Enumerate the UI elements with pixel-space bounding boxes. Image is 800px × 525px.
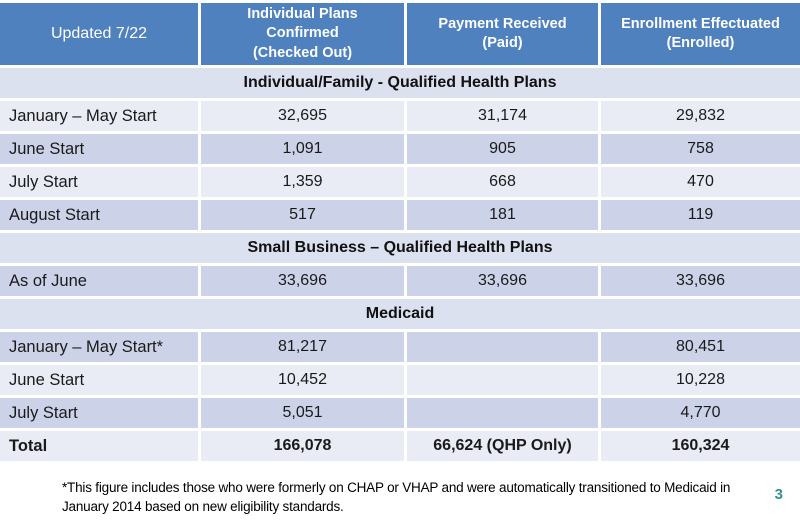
header-updated-date: Updated 7/22 <box>0 3 198 65</box>
row-label-january-may-start: January – May Start <box>0 101 198 131</box>
cell-paid: 33,696 <box>407 266 598 296</box>
row-label-january-may-start-medicaid: January – May Start* <box>0 332 198 362</box>
row-label-july-start: July Start <box>0 167 198 197</box>
cell-enrolled: 33,696 <box>601 266 800 296</box>
cell-paid <box>407 398 598 428</box>
section-small-business-qhp: Small Business – Qualified Health Plans <box>0 233 800 263</box>
row-label-total: Total <box>0 431 198 461</box>
cell-confirmed: 32,695 <box>201 101 404 131</box>
row-label-june-start-medicaid: June Start <box>0 365 198 395</box>
row-label-august-start: August Start <box>0 200 198 230</box>
section-individual-family-qhp: Individual/Family - Qualified Health Pla… <box>0 68 800 98</box>
header-payment-received: Payment Received (Paid) <box>407 3 598 65</box>
row-label-as-of-june: As of June <box>0 266 198 296</box>
footnote: *This figure includes those who were for… <box>62 480 731 514</box>
row-label-july-start-medicaid: July Start <box>0 398 198 428</box>
cell-paid: 905 <box>407 134 598 164</box>
cell-enrolled: 10,228 <box>601 365 800 395</box>
cell-paid: 668 <box>407 167 598 197</box>
header-enrollment-effectuated: Enrollment Effectuated (Enrolled) <box>601 3 800 65</box>
enrollment-table: Updated 7/22 Individual Plans Confirmed … <box>0 3 800 461</box>
cell-enrolled: 758 <box>601 134 800 164</box>
row-label-june-start: June Start <box>0 134 198 164</box>
cell-confirmed: 1,359 <box>201 167 404 197</box>
cell-confirmed: 81,217 <box>201 332 404 362</box>
cell-paid <box>407 332 598 362</box>
cell-enrolled: 29,832 <box>601 101 800 131</box>
cell-confirmed: 10,452 <box>201 365 404 395</box>
page-number: 3 <box>774 486 783 503</box>
cell-paid: 181 <box>407 200 598 230</box>
section-medicaid: Medicaid <box>0 299 800 329</box>
cell-enrolled: 80,451 <box>601 332 800 362</box>
cell-paid <box>407 365 598 395</box>
cell-enrolled: 4,770 <box>601 398 800 428</box>
cell-confirmed: 5,051 <box>201 398 404 428</box>
cell-confirmed: 517 <box>201 200 404 230</box>
header-individual-plans-confirmed: Individual Plans Confirmed (Checked Out) <box>201 3 404 65</box>
cell-total-enrolled: 160,324 <box>601 431 800 461</box>
cell-enrolled: 470 <box>601 167 800 197</box>
cell-paid: 31,174 <box>407 101 598 131</box>
cell-confirmed: 1,091 <box>201 134 404 164</box>
cell-total-confirmed: 166,078 <box>201 431 404 461</box>
cell-confirmed: 33,696 <box>201 266 404 296</box>
cell-enrolled: 119 <box>601 200 800 230</box>
cell-total-paid: 66,624 (QHP Only) <box>407 431 598 461</box>
